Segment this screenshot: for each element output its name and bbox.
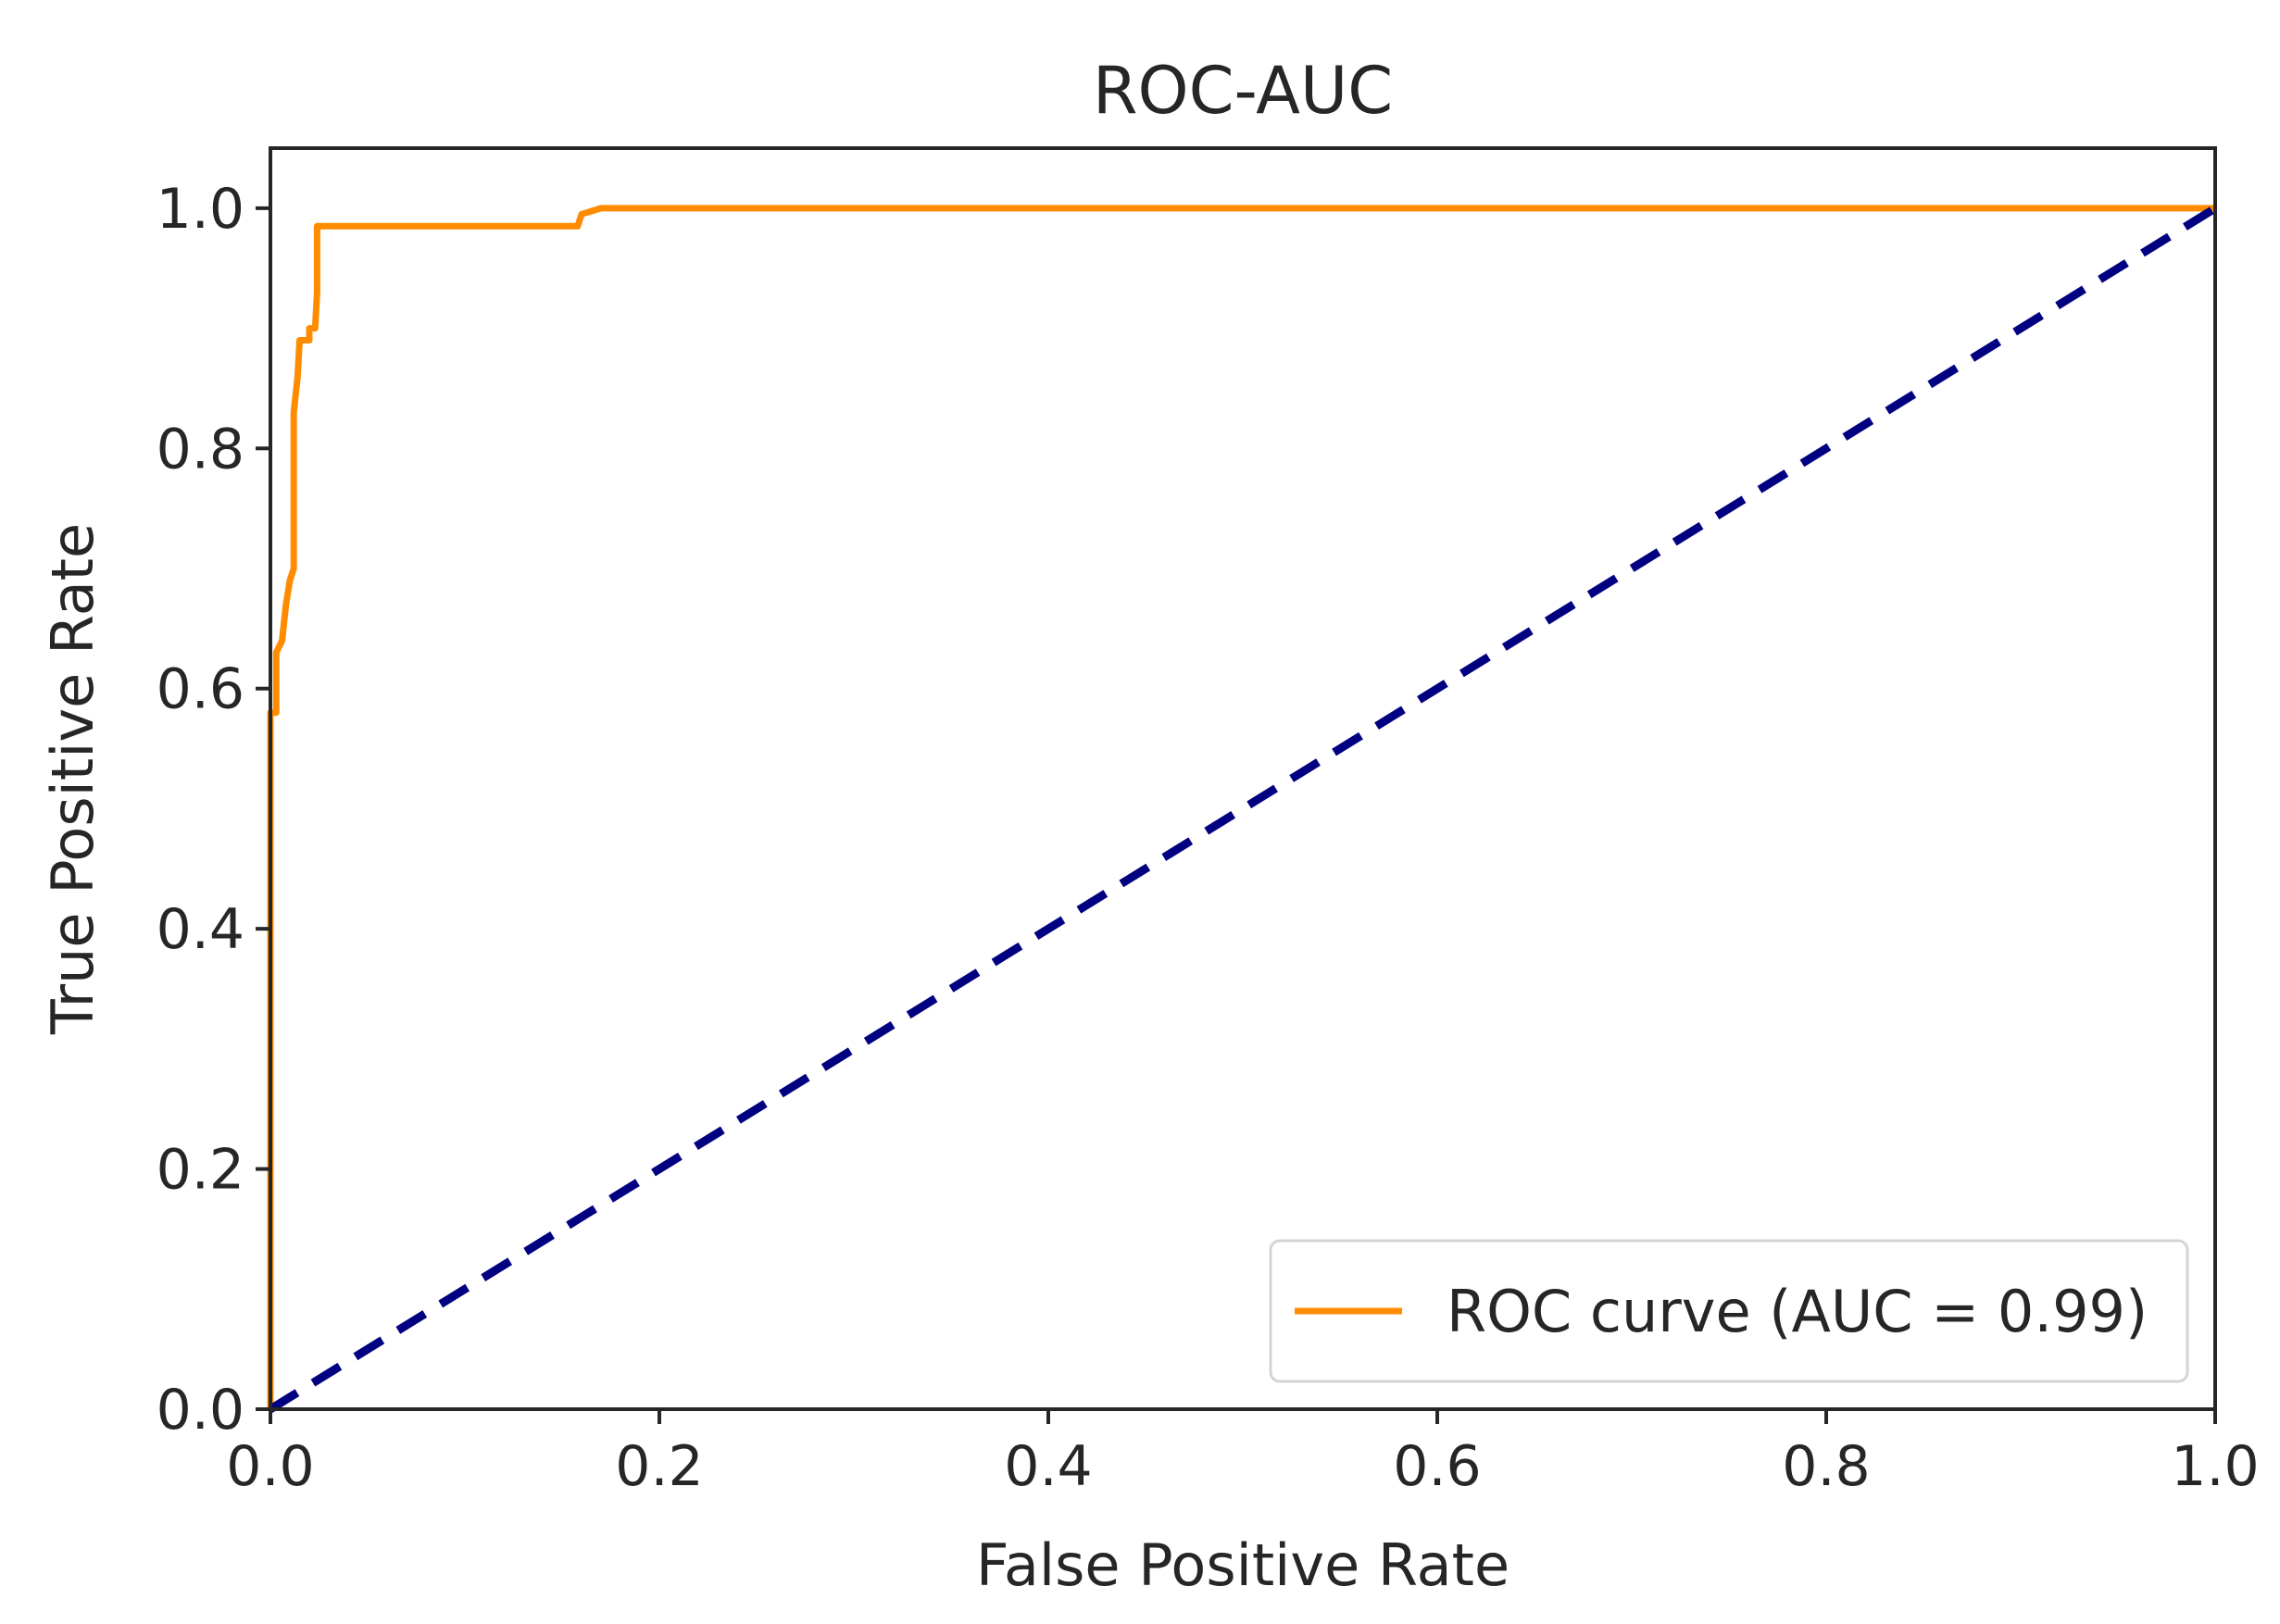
x-tick-label: 0.4 — [1004, 1434, 1092, 1499]
x-tick-label: 1.0 — [2171, 1434, 2259, 1499]
chart-title: ROC-AUC — [1093, 53, 1393, 129]
legend: ROC curve (AUC = 0.99) — [1269, 1239, 2189, 1383]
x-tick-label: 0.6 — [1393, 1434, 1481, 1499]
y-tick-label: 0.8 — [157, 417, 244, 481]
y-tick-label: 0.4 — [157, 897, 244, 962]
y-tick-label: 0.6 — [157, 657, 244, 722]
y-tick-label: 0.2 — [157, 1138, 244, 1203]
diagonal-reference-line — [268, 205, 2218, 1413]
x-tick-label: 0.2 — [615, 1434, 703, 1499]
y-axis-ticks: 0.0 0.2 0.4 0.6 0.8 1.0 — [157, 177, 270, 1443]
y-tick-label: 1.0 — [157, 177, 244, 242]
x-axis-label: False Positive Rate — [976, 1531, 1510, 1599]
legend-box — [1269, 1239, 2189, 1383]
axes-frame — [269, 146, 2217, 1411]
legend-label-roc-curve: ROC curve (AUC = 0.99) — [1447, 1278, 2148, 1345]
x-tick-label: 0.8 — [1782, 1434, 1870, 1499]
y-axis-label: True Positive Rate — [39, 523, 106, 1035]
x-axis-ticks: 0.0 0.2 0.4 0.6 0.8 1.0 — [226, 1409, 2260, 1499]
x-tick-label: 0.0 — [226, 1434, 314, 1499]
y-tick-label: 0.0 — [157, 1378, 244, 1443]
series-layer — [267, 205, 2218, 1413]
roc-curve-line — [267, 205, 2215, 1409]
